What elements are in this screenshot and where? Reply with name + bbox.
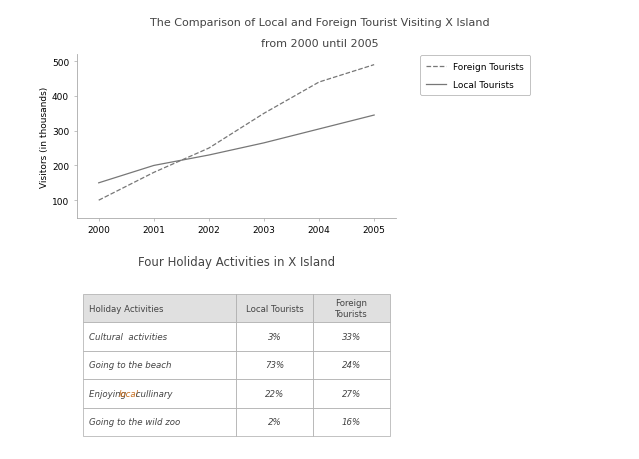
FancyBboxPatch shape bbox=[313, 323, 390, 351]
Text: cullinary: cullinary bbox=[133, 389, 173, 398]
Foreign Tourists bbox=[205, 146, 213, 151]
Foreign Tourists bbox=[150, 170, 158, 176]
FancyBboxPatch shape bbox=[83, 408, 236, 436]
Text: Going to the wild zoo: Going to the wild zoo bbox=[89, 417, 180, 426]
FancyBboxPatch shape bbox=[313, 379, 390, 408]
FancyBboxPatch shape bbox=[83, 294, 236, 323]
FancyBboxPatch shape bbox=[236, 351, 313, 379]
FancyBboxPatch shape bbox=[236, 379, 313, 408]
Text: Foreign
Tourists: Foreign Tourists bbox=[335, 299, 368, 318]
FancyBboxPatch shape bbox=[236, 408, 313, 436]
FancyBboxPatch shape bbox=[313, 294, 390, 323]
FancyBboxPatch shape bbox=[313, 408, 390, 436]
Text: The Comparison of Local and Foreign Tourist Visiting X Island: The Comparison of Local and Foreign Tour… bbox=[150, 18, 489, 28]
Text: 73%: 73% bbox=[265, 361, 284, 369]
Text: Enjoying: Enjoying bbox=[89, 389, 128, 398]
Local Tourists bbox=[260, 141, 268, 146]
Y-axis label: Visitors (in thousands): Visitors (in thousands) bbox=[40, 86, 49, 187]
Line: Local Tourists: Local Tourists bbox=[98, 116, 374, 184]
Text: 16%: 16% bbox=[342, 417, 361, 426]
Text: 24%: 24% bbox=[342, 361, 361, 369]
Text: 2%: 2% bbox=[268, 417, 282, 426]
Text: 22%: 22% bbox=[265, 389, 284, 398]
Text: Local Tourists: Local Tourists bbox=[246, 304, 304, 313]
Text: local: local bbox=[119, 389, 139, 398]
Foreign Tourists bbox=[260, 111, 268, 117]
Text: 3%: 3% bbox=[268, 332, 282, 341]
Text: Holiday Activities: Holiday Activities bbox=[89, 304, 164, 313]
FancyBboxPatch shape bbox=[83, 379, 236, 408]
Text: Cultural  activities: Cultural activities bbox=[89, 332, 167, 341]
FancyBboxPatch shape bbox=[236, 323, 313, 351]
Text: Going to the beach: Going to the beach bbox=[89, 361, 171, 369]
Text: Four Holiday Activities in X Island: Four Holiday Activities in X Island bbox=[138, 256, 335, 269]
FancyBboxPatch shape bbox=[236, 294, 313, 323]
Local Tourists bbox=[205, 153, 213, 158]
Text: 27%: 27% bbox=[342, 389, 361, 398]
Local Tourists bbox=[315, 127, 323, 132]
FancyBboxPatch shape bbox=[83, 323, 236, 351]
Foreign Tourists bbox=[95, 198, 102, 203]
Foreign Tourists bbox=[371, 63, 378, 68]
Foreign Tourists bbox=[315, 80, 323, 85]
Legend: Foreign Tourists, Local Tourists: Foreign Tourists, Local Tourists bbox=[420, 56, 530, 96]
Local Tourists bbox=[371, 113, 378, 118]
FancyBboxPatch shape bbox=[313, 351, 390, 379]
Line: Foreign Tourists: Foreign Tourists bbox=[98, 66, 374, 201]
Text: from 2000 until 2005: from 2000 until 2005 bbox=[261, 39, 378, 49]
Local Tourists bbox=[150, 163, 158, 169]
Local Tourists bbox=[95, 181, 102, 186]
FancyBboxPatch shape bbox=[83, 351, 236, 379]
Text: 33%: 33% bbox=[342, 332, 361, 341]
